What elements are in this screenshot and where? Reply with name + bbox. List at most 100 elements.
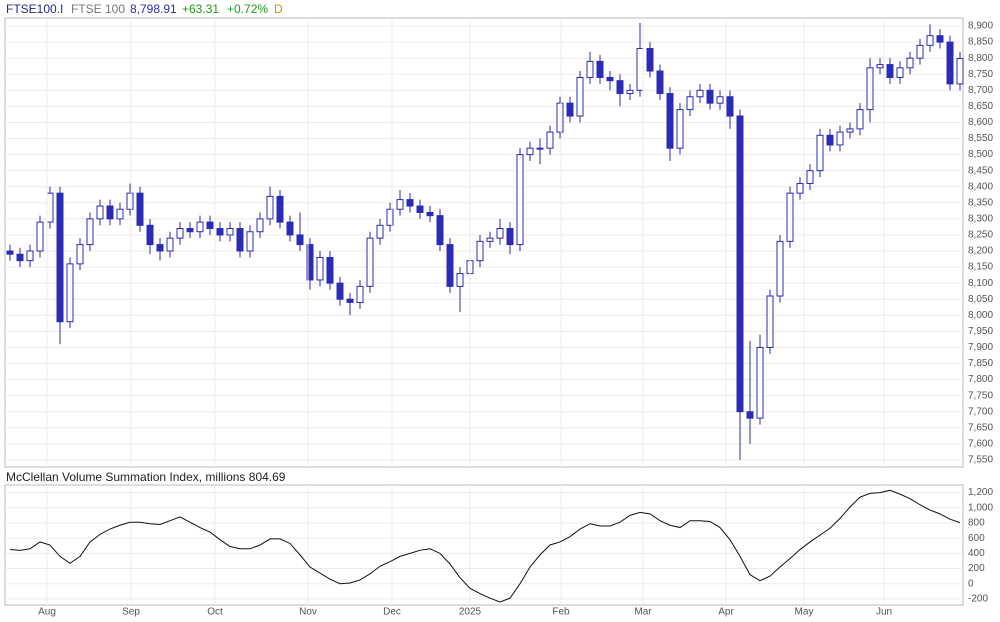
candle-body bbox=[136, 192, 144, 226]
candle-body bbox=[36, 221, 44, 252]
y-tick-label: 8,850 bbox=[968, 37, 993, 48]
candle-body bbox=[386, 208, 394, 226]
y-tick-label: 600 bbox=[968, 533, 985, 544]
candle-body bbox=[126, 192, 134, 210]
candle-body bbox=[606, 76, 614, 82]
y-tick-label: -200 bbox=[968, 594, 988, 605]
candle-body bbox=[316, 256, 324, 281]
candle-body bbox=[936, 35, 944, 43]
y-tick-label: 8,300 bbox=[968, 214, 993, 225]
candle-body bbox=[196, 221, 204, 233]
y-tick-label: 8,800 bbox=[968, 53, 993, 64]
y-tick-label: 8,700 bbox=[968, 85, 993, 96]
y-tick-label: 7,600 bbox=[968, 438, 993, 449]
candle-body bbox=[816, 134, 824, 172]
candle-body bbox=[626, 89, 634, 95]
candle-body bbox=[656, 70, 664, 95]
candle-body bbox=[546, 131, 554, 149]
y-tick-label: 8,350 bbox=[968, 197, 993, 208]
candle-body bbox=[946, 41, 954, 85]
candle-body bbox=[766, 295, 774, 348]
candle-body bbox=[496, 228, 504, 239]
candle-body bbox=[396, 199, 404, 210]
candle-body bbox=[326, 256, 334, 284]
indicator-line bbox=[9, 489, 961, 603]
candle-body bbox=[916, 44, 924, 59]
y-tick-label: 8,650 bbox=[968, 101, 993, 112]
period: D bbox=[274, 2, 283, 16]
candle-body bbox=[586, 60, 594, 78]
candle-body bbox=[786, 192, 794, 242]
candle-body bbox=[156, 244, 164, 252]
candle-body bbox=[526, 147, 534, 156]
candle-body bbox=[46, 192, 54, 223]
candle-body bbox=[186, 228, 194, 233]
candle-body bbox=[176, 228, 184, 239]
candle-body bbox=[706, 89, 714, 104]
candle-body bbox=[866, 67, 874, 111]
candle-body bbox=[306, 244, 314, 281]
y-tick-label: 8,750 bbox=[968, 69, 993, 80]
candle-body bbox=[636, 48, 644, 91]
y-tick-label: 1,000 bbox=[968, 502, 993, 513]
y-tick-label: 7,650 bbox=[968, 422, 993, 433]
candle-body bbox=[86, 218, 94, 246]
candle-body bbox=[576, 76, 584, 117]
y-tick-label: 400 bbox=[968, 548, 985, 559]
candle-body bbox=[686, 96, 694, 111]
candle-body bbox=[456, 273, 464, 287]
candle-body bbox=[116, 208, 124, 220]
y-tick-label: 8,000 bbox=[968, 310, 993, 321]
y-tick-label: 7,750 bbox=[968, 390, 993, 401]
candle-body bbox=[806, 170, 814, 185]
x-tick-label: Apr bbox=[718, 607, 734, 618]
candle-body bbox=[26, 250, 34, 262]
change: +63.31 bbox=[182, 2, 219, 16]
candle-body bbox=[406, 199, 414, 207]
candle-body bbox=[836, 131, 844, 146]
y-tick-label: 8,450 bbox=[968, 165, 993, 176]
y-tick-label: 8,200 bbox=[968, 246, 993, 257]
x-tick-label: Aug bbox=[38, 607, 56, 618]
candle-body bbox=[66, 263, 74, 323]
candle-body bbox=[366, 237, 374, 287]
candle-body bbox=[746, 411, 754, 419]
candle-body bbox=[16, 253, 24, 262]
indicator-panel bbox=[4, 484, 964, 606]
y-tick-label: 8,550 bbox=[968, 133, 993, 144]
y-tick-label: 800 bbox=[968, 518, 985, 529]
candle-body bbox=[356, 285, 364, 303]
candle-body bbox=[376, 224, 384, 239]
x-tick-label: Feb bbox=[552, 607, 570, 618]
candle-body bbox=[956, 58, 964, 85]
x-tick-label: Dec bbox=[383, 607, 401, 618]
y-tick-label: 0 bbox=[968, 578, 974, 589]
candle-body bbox=[276, 195, 284, 223]
candle-body bbox=[506, 228, 514, 246]
candle-body bbox=[106, 205, 114, 220]
change-pct: +0.72% bbox=[227, 2, 268, 16]
candle-body bbox=[416, 205, 424, 213]
candle-body bbox=[446, 244, 454, 287]
candle-body bbox=[756, 346, 764, 419]
last-price: 8,798.91 bbox=[130, 2, 177, 16]
candle-body bbox=[436, 215, 444, 246]
y-tick-label: 8,600 bbox=[968, 117, 993, 128]
candle-body bbox=[296, 234, 304, 246]
candle-body bbox=[516, 154, 524, 246]
candle-body bbox=[486, 237, 494, 242]
candle-body bbox=[266, 195, 274, 220]
candle-body bbox=[666, 93, 674, 149]
candle-body bbox=[616, 80, 624, 95]
candle-body bbox=[716, 96, 724, 104]
candle-body bbox=[556, 102, 564, 133]
x-tick-label: Jun bbox=[876, 607, 892, 618]
indicator-title: McClellan Volume Summation Index, millio… bbox=[6, 470, 286, 484]
y-tick-label: 7,550 bbox=[968, 455, 993, 466]
symbol: FTSE100.I bbox=[6, 2, 63, 16]
candle-body bbox=[826, 134, 834, 146]
candle-body bbox=[696, 89, 704, 98]
candle-body bbox=[796, 183, 804, 194]
